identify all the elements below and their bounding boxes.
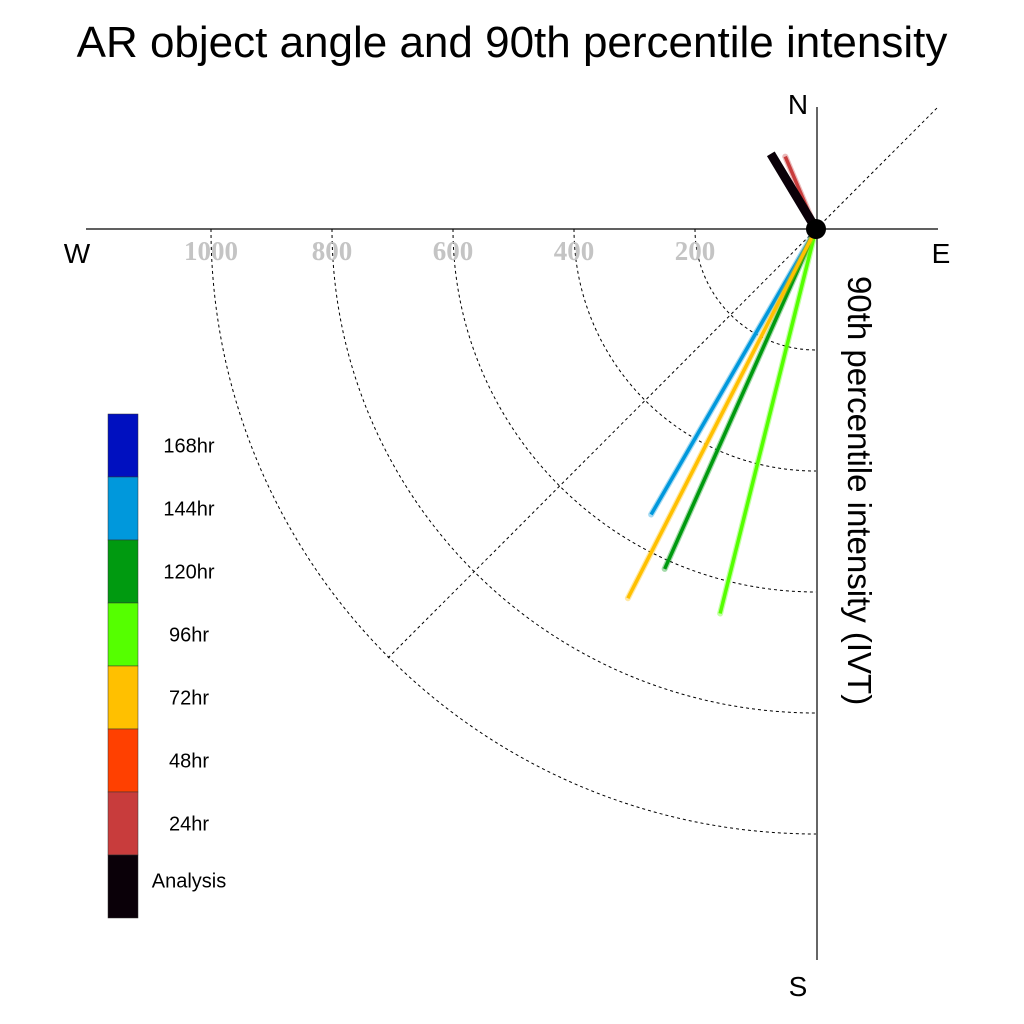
radial-tick-label: 800 [312, 236, 353, 266]
radial-tick-labels: 200 400 600 800 1000 [184, 236, 715, 266]
legend-swatch-analysis [107, 854, 139, 919]
legend: 168hr 144hr 120hr 96hr 72hr 48hr 24hr Analysis [107, 413, 226, 919]
legend-swatch-120hr [107, 539, 139, 604]
series-line-144hr [649, 228, 818, 516]
legend-swatch-24hr [107, 791, 139, 856]
legend-label: Analysis [152, 871, 226, 893]
radial-tick-label: 400 [554, 236, 595, 266]
south-label: S [789, 971, 808, 1002]
legend-label: 144hr [163, 499, 214, 521]
legend-swatch-96hr [107, 602, 139, 667]
legend-label: 168hr [163, 436, 214, 458]
radial-tick-label: 600 [433, 236, 474, 266]
series-line-72hr [626, 228, 818, 600]
radial-rings [210, 228, 817, 835]
legend-label: 120hr [163, 562, 214, 584]
radial-ring-200 [694, 228, 817, 351]
diagonal-guide [387, 106, 939, 659]
north-label: N [788, 89, 808, 120]
radial-axis-label: 90th percentile intensity (IVT) [841, 276, 878, 705]
legend-label: 48hr [169, 751, 209, 773]
legend-swatch-48hr [107, 728, 139, 793]
legend-swatch-168hr [107, 413, 139, 478]
radial-tick-label: 1000 [184, 236, 238, 266]
series-line-analysis [766, 151, 820, 232]
east-label: E [932, 238, 951, 269]
origin-marker [806, 219, 826, 239]
series-line-120hr [663, 228, 818, 570]
chart-title: AR object angle and 90th percentile inte… [77, 18, 948, 67]
legend-label: 96hr [169, 625, 209, 647]
legend-label: 24hr [169, 814, 209, 836]
series-lines [624, 151, 820, 617]
legend-swatch-144hr [107, 476, 139, 541]
radial-tick-label: 200 [675, 236, 716, 266]
series-line-96hr [718, 228, 818, 614]
radial-ring-400 [573, 228, 817, 472]
legend-label: 72hr [169, 688, 209, 710]
legend-swatch-72hr [107, 665, 139, 730]
radial-ring-800 [331, 228, 817, 714]
radial-ring-1000 [210, 228, 817, 835]
west-label: W [64, 238, 91, 269]
